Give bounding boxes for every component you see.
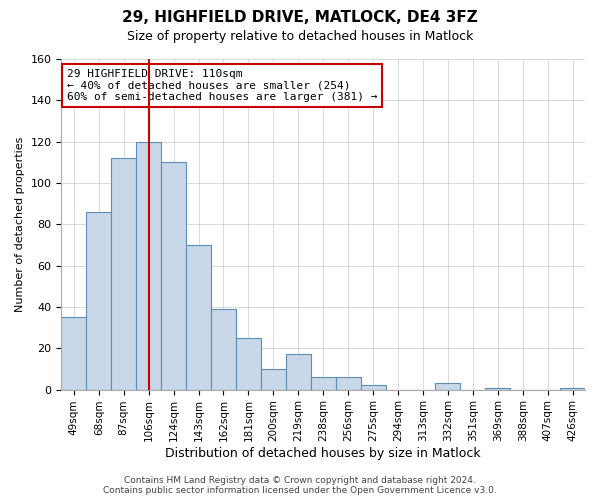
Bar [361,386,386,390]
Bar [111,158,136,390]
Bar [161,162,186,390]
Bar [335,377,361,390]
Text: Size of property relative to detached houses in Matlock: Size of property relative to detached ho… [127,30,473,43]
Bar [261,369,286,390]
Bar [436,384,460,390]
Bar [186,245,211,390]
Bar [136,142,161,390]
Text: 29 HIGHFIELD DRIVE: 110sqm
← 40% of detached houses are smaller (254)
60% of sem: 29 HIGHFIELD DRIVE: 110sqm ← 40% of deta… [67,69,377,102]
Bar [236,338,261,390]
Bar [485,388,510,390]
Bar [211,309,236,390]
Bar [86,212,111,390]
Bar [61,318,86,390]
Text: Contains HM Land Registry data © Crown copyright and database right 2024.
Contai: Contains HM Land Registry data © Crown c… [103,476,497,495]
X-axis label: Distribution of detached houses by size in Matlock: Distribution of detached houses by size … [166,447,481,460]
Bar [311,377,335,390]
Bar [286,354,311,390]
Bar [560,388,585,390]
Text: 29, HIGHFIELD DRIVE, MATLOCK, DE4 3FZ: 29, HIGHFIELD DRIVE, MATLOCK, DE4 3FZ [122,10,478,25]
Y-axis label: Number of detached properties: Number of detached properties [15,136,25,312]
